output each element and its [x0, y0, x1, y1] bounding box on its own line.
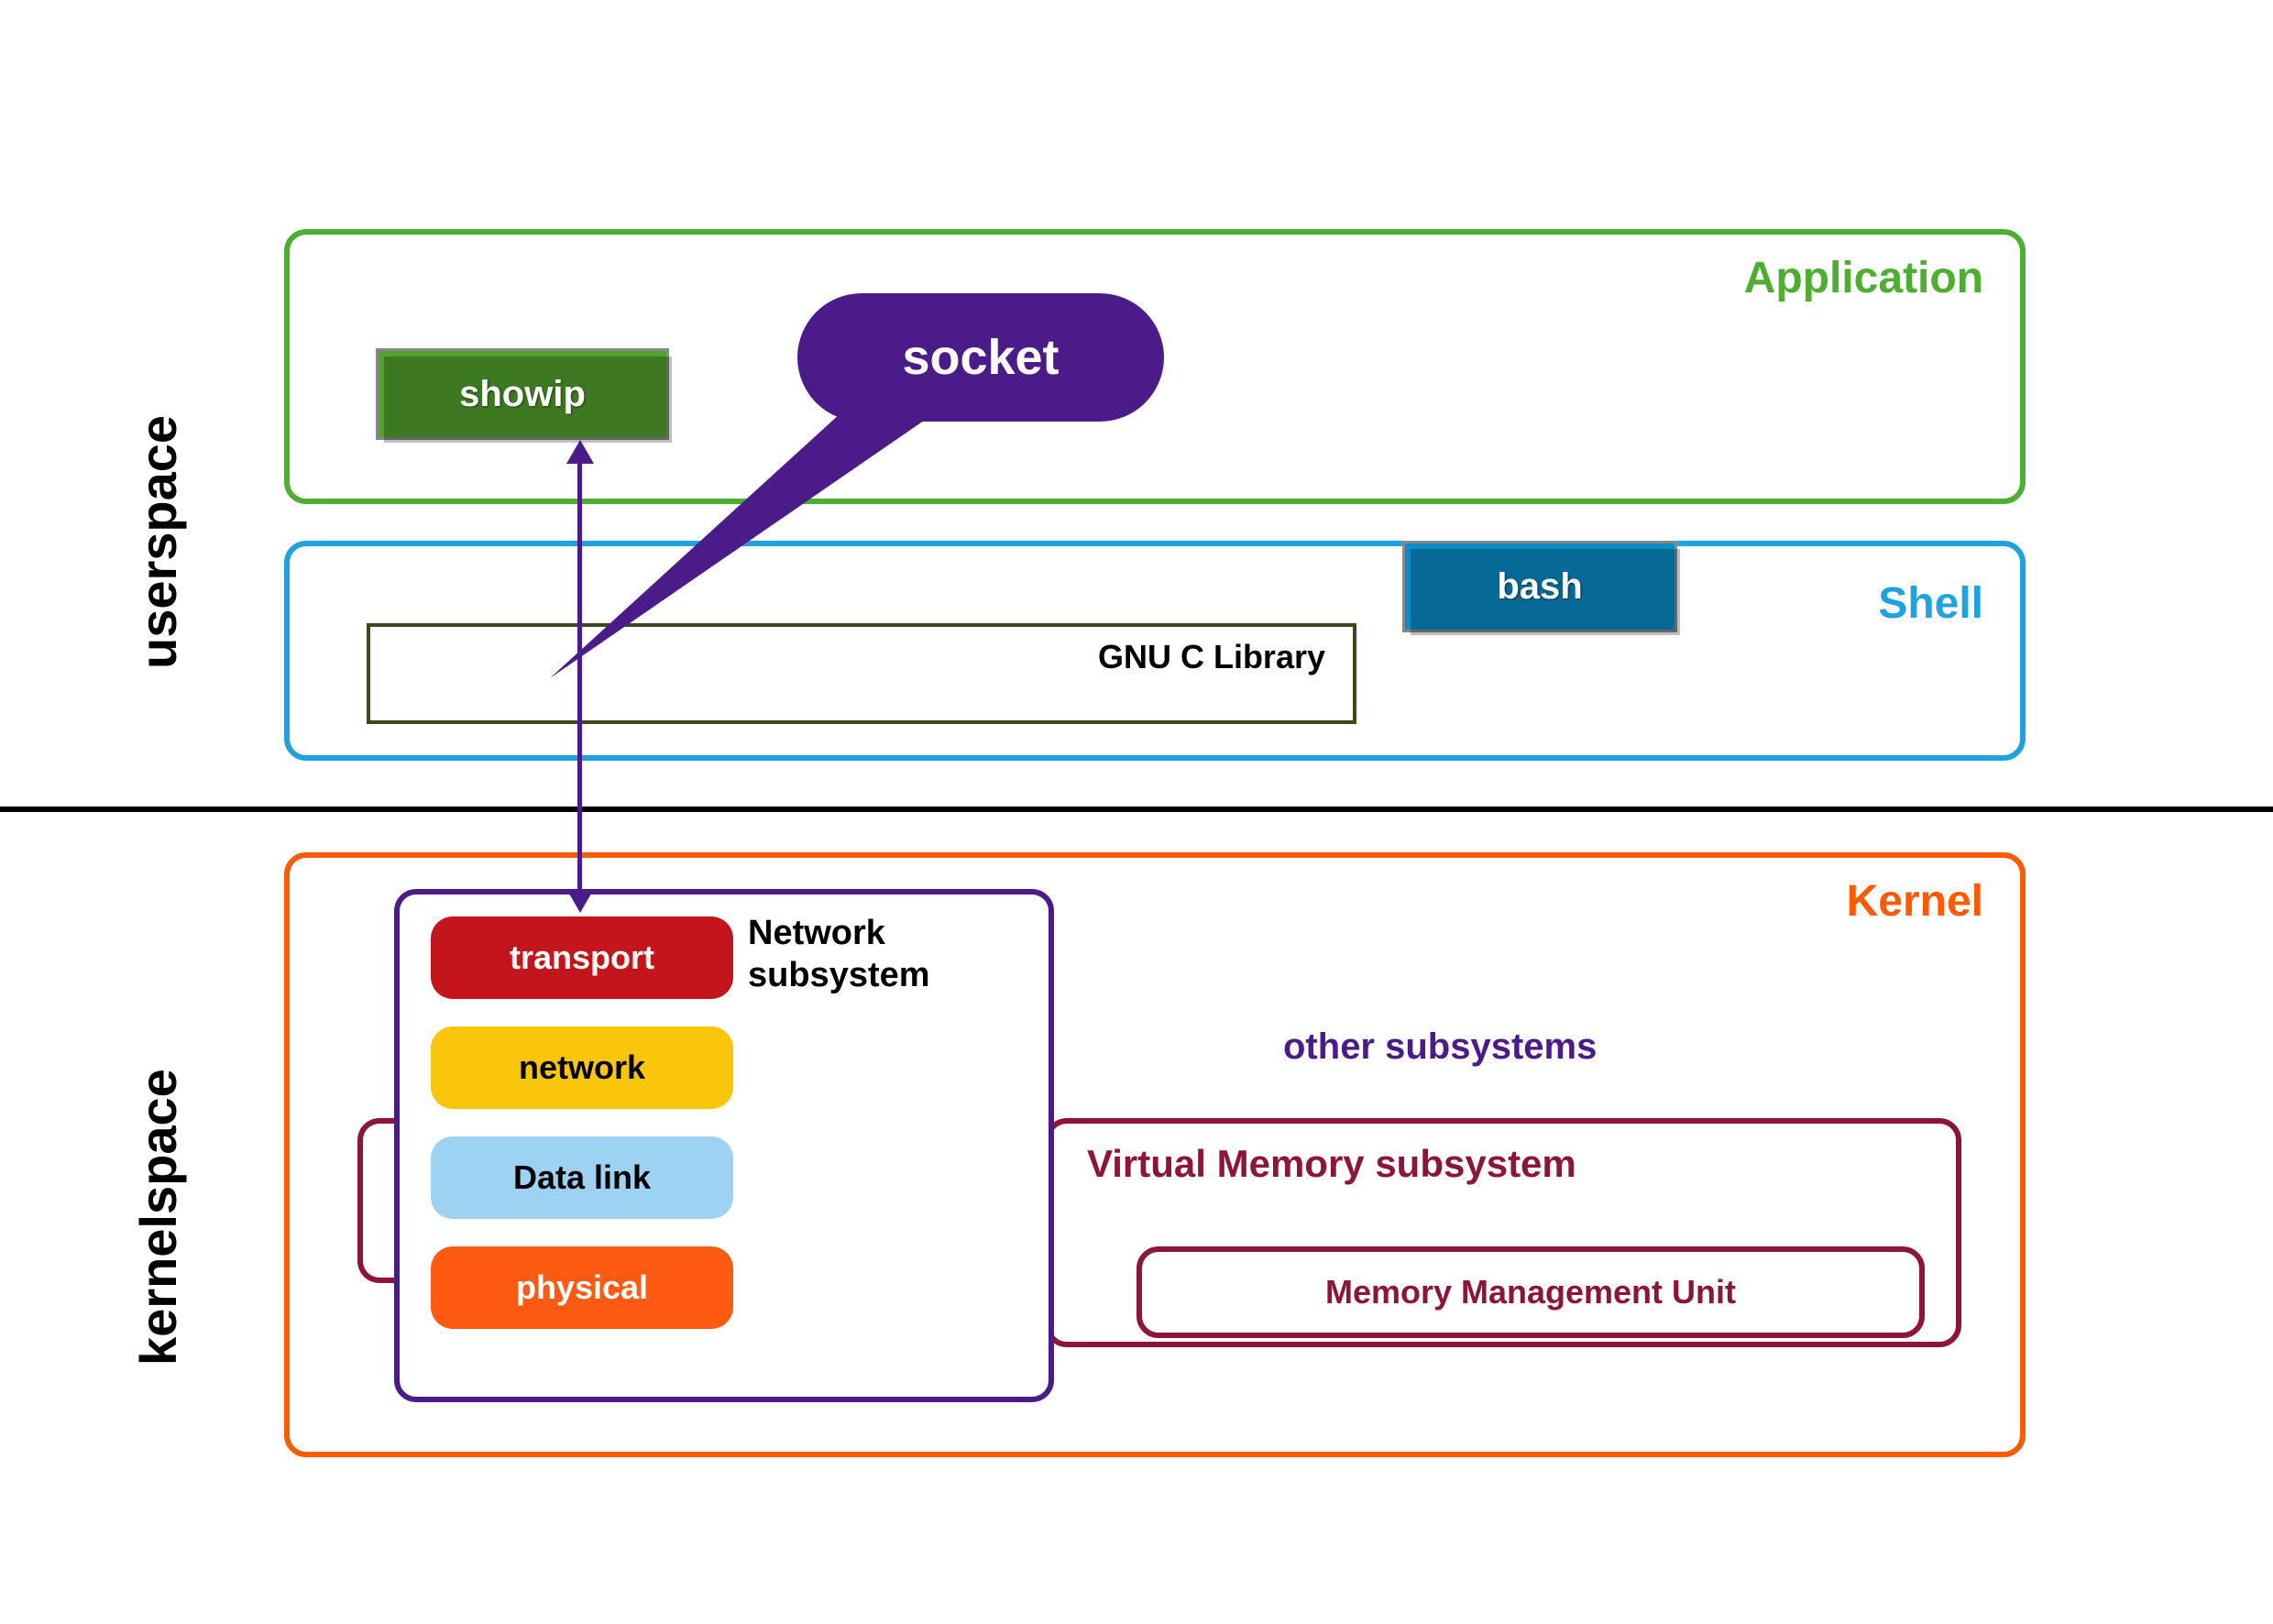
- vmem-label: Virtual Memory subsystem: [1087, 1142, 1576, 1186]
- mmu-box: Memory Management Unit: [1136, 1246, 1925, 1338]
- glibc-label: GNU C Library: [1098, 638, 1325, 676]
- socket-balloon: socket: [797, 293, 1164, 422]
- space-divider: [0, 807, 2273, 812]
- layer-physical: physical: [431, 1246, 733, 1329]
- arrow-head-down: [566, 889, 594, 913]
- glibc-box: GNU C Library: [367, 623, 1356, 724]
- application-label-text: Application: [1744, 254, 1983, 302]
- other-subsystems-label: other subsystems: [1283, 1026, 1597, 1068]
- mmu-label: Memory Management Unit: [1325, 1273, 1736, 1311]
- network-subsystem-label: Network subsystem: [748, 913, 930, 996]
- layer-network: network: [431, 1026, 733, 1109]
- layer-datalink: Data link: [431, 1136, 733, 1219]
- nsub-line2: subsystem: [748, 956, 930, 994]
- layer-transport: transport: [431, 916, 733, 999]
- layer-network-text: network: [519, 1048, 645, 1087]
- kernelspace-label: kernelspace: [128, 889, 188, 1366]
- shell-label: Shell: [1878, 578, 1983, 629]
- kernelspace-text: kernelspace: [129, 1069, 187, 1366]
- userspace-text: userspace: [129, 415, 187, 669]
- layer-physical-text: physical: [516, 1268, 648, 1307]
- showip-text: showip: [459, 374, 586, 415]
- layer-datalink-text: Data link: [513, 1158, 651, 1197]
- socket-text: socket: [902, 329, 1059, 386]
- nsub-line1: Network: [748, 914, 885, 952]
- vmem-text: Virtual Memory subsystem: [1087, 1142, 1576, 1185]
- mmu-text: Memory Management Unit: [1325, 1273, 1736, 1311]
- kernel-label: Kernel: [1847, 876, 1983, 927]
- other-subsystems-text: other subsystems: [1283, 1026, 1597, 1067]
- bash-text: bash: [1497, 566, 1582, 608]
- arrow-head-up: [566, 440, 594, 464]
- kernel-label-text: Kernel: [1847, 877, 1983, 926]
- userspace-label: userspace: [128, 284, 188, 669]
- shell-label-text: Shell: [1878, 579, 1983, 628]
- showip-badge: showip: [376, 348, 669, 440]
- layer-transport-text: transport: [510, 938, 654, 977]
- glibc-text: GNU C Library: [1098, 638, 1325, 675]
- bash-badge: bash: [1402, 541, 1677, 632]
- application-label: Application: [1744, 253, 1983, 303]
- socket-balloon-body: socket: [797, 293, 1164, 422]
- arrow-line: [577, 458, 582, 894]
